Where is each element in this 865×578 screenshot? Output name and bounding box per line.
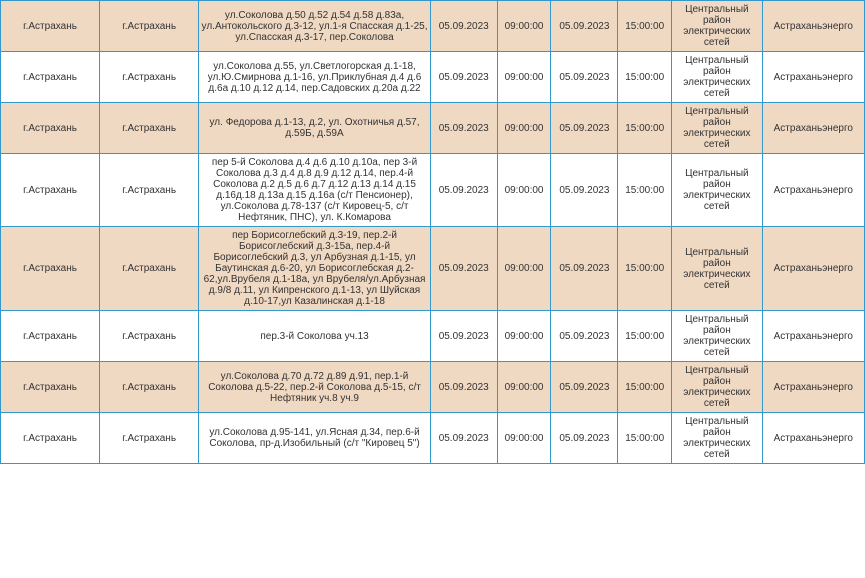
cell-settlement: г.Астрахань <box>100 103 199 154</box>
table-row: г.Астраханьг.Астраханьул.Соколова д.70 д… <box>1 362 865 413</box>
cell-time-to: 15:00:00 <box>618 154 672 227</box>
cell-date-to: 05.09.2023 <box>551 1 618 52</box>
cell-date-to: 05.09.2023 <box>551 311 618 362</box>
cell-time-to: 15:00:00 <box>618 362 672 413</box>
cell-date-from: 05.09.2023 <box>430 1 497 52</box>
cell-org: Астраханьэнерго <box>762 413 864 464</box>
cell-time-from: 09:00:00 <box>497 362 551 413</box>
cell-date-to: 05.09.2023 <box>551 52 618 103</box>
cell-address: ул.Соколова д.50 д.52 д.54 д.58 д.83а, у… <box>199 1 431 52</box>
cell-date-to: 05.09.2023 <box>551 154 618 227</box>
cell-address: ул.Соколова д.70 д.72 д.89 д.91, пер.1-й… <box>199 362 431 413</box>
cell-district: Центральный район электрических сетей <box>672 52 762 103</box>
cell-date-to: 05.09.2023 <box>551 103 618 154</box>
outage-table: г.Астраханьг.Астраханьул.Соколова д.50 д… <box>0 0 865 464</box>
cell-date-from: 05.09.2023 <box>430 154 497 227</box>
cell-time-from: 09:00:00 <box>497 154 551 227</box>
cell-district: Центральный район электрических сетей <box>672 154 762 227</box>
cell-time-from: 09:00:00 <box>497 1 551 52</box>
table-row: г.Астраханьг.Астраханьпер.3-й Соколова у… <box>1 311 865 362</box>
cell-time-to: 15:00:00 <box>618 311 672 362</box>
cell-city: г.Астрахань <box>1 52 100 103</box>
cell-org: Астраханьэнерго <box>762 227 864 311</box>
cell-settlement: г.Астрахань <box>100 413 199 464</box>
cell-city: г.Астрахань <box>1 413 100 464</box>
cell-time-to: 15:00:00 <box>618 103 672 154</box>
cell-time-from: 09:00:00 <box>497 52 551 103</box>
cell-time-to: 15:00:00 <box>618 52 672 103</box>
cell-date-from: 05.09.2023 <box>430 52 497 103</box>
cell-address: пер.3-й Соколова уч.13 <box>199 311 431 362</box>
cell-org: Астраханьэнерго <box>762 154 864 227</box>
cell-settlement: г.Астрахань <box>100 1 199 52</box>
cell-district: Центральный район электрических сетей <box>672 1 762 52</box>
cell-settlement: г.Астрахань <box>100 362 199 413</box>
cell-city: г.Астрахань <box>1 227 100 311</box>
cell-settlement: г.Астрахань <box>100 311 199 362</box>
cell-org: Астраханьэнерго <box>762 362 864 413</box>
cell-address: ул.Соколова д.55, ул.Светлогорская д.1-1… <box>199 52 431 103</box>
table-row: г.Астраханьг.Астраханьул.Соколова д.95-1… <box>1 413 865 464</box>
table-row: г.Астраханьг.Астраханьул.Соколова д.50 д… <box>1 1 865 52</box>
cell-org: Астраханьэнерго <box>762 1 864 52</box>
cell-date-from: 05.09.2023 <box>430 362 497 413</box>
cell-time-to: 15:00:00 <box>618 413 672 464</box>
cell-org: Астраханьэнерго <box>762 311 864 362</box>
cell-date-from: 05.09.2023 <box>430 227 497 311</box>
cell-settlement: г.Астрахань <box>100 52 199 103</box>
cell-district: Центральный район электрических сетей <box>672 362 762 413</box>
cell-org: Астраханьэнерго <box>762 103 864 154</box>
cell-city: г.Астрахань <box>1 154 100 227</box>
cell-time-to: 15:00:00 <box>618 1 672 52</box>
cell-time-from: 09:00:00 <box>497 311 551 362</box>
cell-address: пер 5-й Соколова д.4 д.6 д.10 д.10а, пер… <box>199 154 431 227</box>
cell-time-from: 09:00:00 <box>497 413 551 464</box>
cell-time-from: 09:00:00 <box>497 103 551 154</box>
cell-district: Центральный район электрических сетей <box>672 227 762 311</box>
cell-date-to: 05.09.2023 <box>551 362 618 413</box>
cell-time-to: 15:00:00 <box>618 227 672 311</box>
cell-settlement: г.Астрахань <box>100 154 199 227</box>
table-row: г.Астраханьг.Астраханьул. Федорова д.1-1… <box>1 103 865 154</box>
cell-org: Астраханьэнерго <box>762 52 864 103</box>
table-row: г.Астраханьг.Астраханьул.Соколова д.55, … <box>1 52 865 103</box>
cell-date-from: 05.09.2023 <box>430 413 497 464</box>
table-row: г.Астраханьг.Астраханьпер 5-й Соколова д… <box>1 154 865 227</box>
cell-address: ул.Соколова д.95-141, ул.Ясная д.34, пер… <box>199 413 431 464</box>
cell-district: Центральный район электрических сетей <box>672 311 762 362</box>
cell-date-from: 05.09.2023 <box>430 311 497 362</box>
cell-district: Центральный район электрических сетей <box>672 413 762 464</box>
cell-time-from: 09:00:00 <box>497 227 551 311</box>
cell-date-to: 05.09.2023 <box>551 227 618 311</box>
cell-city: г.Астрахань <box>1 311 100 362</box>
cell-address: пер Борисоглебский д.3-19, пер.2-й Борис… <box>199 227 431 311</box>
cell-city: г.Астрахань <box>1 1 100 52</box>
cell-date-to: 05.09.2023 <box>551 413 618 464</box>
cell-city: г.Астрахань <box>1 103 100 154</box>
cell-date-from: 05.09.2023 <box>430 103 497 154</box>
table-row: г.Астраханьг.Астраханьпер Борисоглебский… <box>1 227 865 311</box>
cell-district: Центральный район электрических сетей <box>672 103 762 154</box>
cell-settlement: г.Астрахань <box>100 227 199 311</box>
cell-city: г.Астрахань <box>1 362 100 413</box>
cell-address: ул. Федорова д.1-13, д.2, ул. Охотничья … <box>199 103 431 154</box>
